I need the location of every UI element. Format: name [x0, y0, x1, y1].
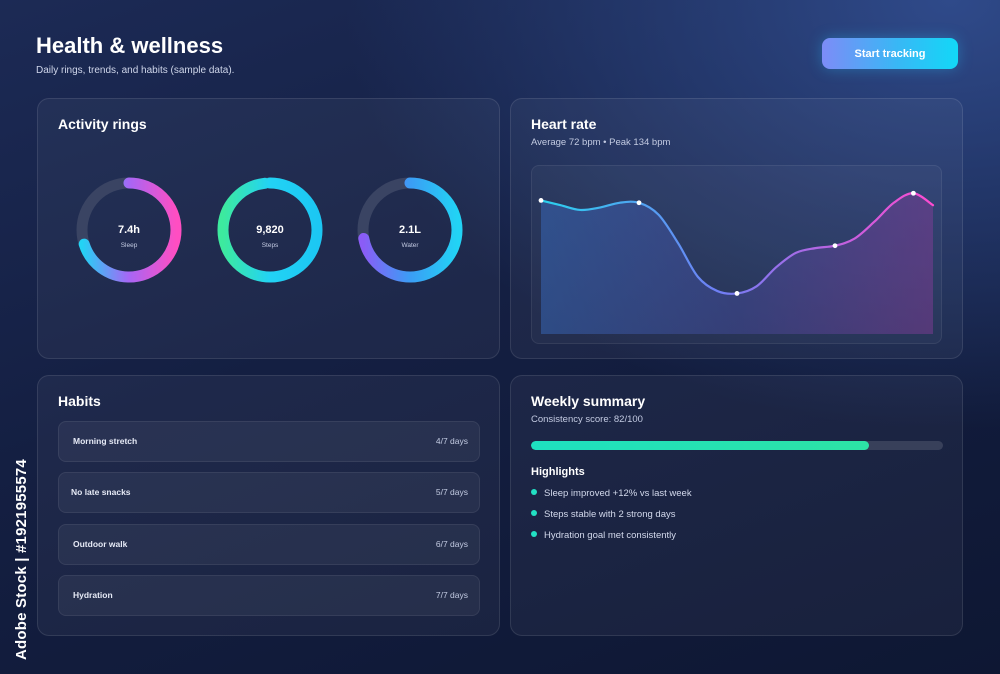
habit-name: Outdoor walk — [73, 539, 128, 549]
stock-credit: Adobe Stock | #1921955574 — [13, 459, 30, 660]
habit-name: Morning stretch — [73, 436, 138, 446]
habit-count: 7/7 days — [435, 590, 468, 600]
consistency-progress-bar — [531, 441, 943, 450]
heart-rate-point — [538, 198, 544, 203]
consistency-score-text: Consistency score: 82/100 — [531, 414, 643, 425]
habit-row-morning-stretch[interactable]: Morning stretch 4/7 days — [58, 421, 480, 462]
highlight-text: Hydration goal met consistently — [544, 530, 677, 541]
weekly-summary-card: Weekly summary Consistency score: 82/100… — [510, 375, 963, 636]
heart-rate-point — [911, 190, 916, 196]
habit-row-outdoor-walk[interactable]: Outdoor walk 6/7 days — [58, 524, 480, 565]
habit-row-hydration[interactable]: Hydration 7/7 days — [58, 575, 480, 616]
ring-label: Steps — [262, 242, 279, 249]
activity-rings-title: Activity rings — [58, 116, 147, 132]
habit-name: No late snacks — [71, 487, 131, 497]
heart-rate-card: Heart rate Average 72 bpm • Peak 134 bpm — [510, 98, 963, 359]
heart-rate-title: Heart rate — [531, 116, 597, 132]
activity-rings-card: Activity rings 7.4h Sleep 9,820 Steps 2.1L Wa… — [37, 98, 500, 359]
consistency-progress-fill — [531, 441, 869, 450]
heart-rate-point — [734, 291, 740, 296]
bullet-dot-icon — [531, 510, 537, 516]
highlights-title: Highlights — [531, 466, 585, 478]
ring-progress-steps — [217, 177, 323, 283]
habit-count: 4/7 days — [435, 436, 468, 446]
habit-count: 5/7 days — [435, 487, 468, 497]
highlight-item: Hydration goal met consistently — [531, 530, 676, 541]
bullet-dot-icon — [531, 531, 537, 537]
page-subtitle: Daily rings, trends, and habits (sample … — [36, 65, 235, 76]
heart-rate-plot-area — [531, 165, 942, 344]
habit-count: 6/7 days — [435, 539, 468, 549]
habits-title: Habits — [58, 393, 101, 409]
heart-rate-chart — [538, 190, 935, 334]
weekly-summary-title: Weekly summary — [531, 393, 646, 409]
highlight-item: Steps stable with 2 strong days — [531, 509, 676, 520]
heart-rate-area — [541, 193, 933, 334]
activity-rings-chart: 7.4h Sleep 9,820 Steps 2.1L Water — [76, 177, 463, 283]
bullet-dot-icon — [531, 489, 537, 495]
start-tracking-button[interactable]: Start tracking — [822, 38, 958, 69]
highlight-item: Sleep improved +12% vs last week — [531, 488, 692, 499]
heart-rate-point — [832, 243, 838, 249]
ring-value: 2.1L — [399, 224, 421, 236]
page-title: Health & wellness — [36, 33, 224, 58]
ring-value: 7.4h — [118, 224, 140, 236]
ring-progress-sleep — [76, 177, 182, 283]
heart-rate-subtitle: Average 72 bpm • Peak 134 bpm — [531, 137, 671, 148]
highlight-text: Steps stable with 2 strong days — [544, 509, 676, 520]
ring-label: Sleep — [121, 242, 138, 249]
ring-progress-water — [357, 177, 463, 283]
ring-value: 9,820 — [256, 224, 284, 236]
ring-label: Water — [401, 242, 419, 249]
habits-card: Habits Morning stretch 4/7 days No late … — [37, 375, 500, 636]
habit-row-no-late-snacks[interactable]: No late snacks 5/7 days — [58, 472, 480, 513]
heart-rate-point — [636, 200, 642, 206]
highlight-text: Sleep improved +12% vs last week — [544, 488, 692, 499]
habit-name: Hydration — [73, 590, 113, 600]
